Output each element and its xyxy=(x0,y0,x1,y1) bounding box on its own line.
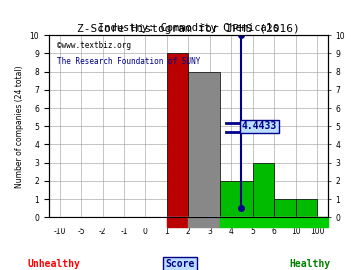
Bar xyxy=(167,53,188,217)
Bar xyxy=(220,217,328,227)
Title: Z-Score Histogram for IPHS (2016): Z-Score Histogram for IPHS (2016) xyxy=(77,24,300,34)
Text: Industry: Commodity Chemicals: Industry: Commodity Chemicals xyxy=(98,23,279,33)
Bar xyxy=(274,199,296,217)
Bar xyxy=(220,181,253,217)
Text: The Research Foundation of SUNY: The Research Foundation of SUNY xyxy=(57,57,201,66)
Bar xyxy=(188,72,220,217)
Text: Score: Score xyxy=(165,259,195,269)
Text: ©www.textbiz.org: ©www.textbiz.org xyxy=(57,41,131,50)
Bar xyxy=(167,217,188,227)
Bar xyxy=(188,217,220,227)
Bar xyxy=(49,217,328,227)
Text: 4.4433: 4.4433 xyxy=(242,121,277,131)
Bar xyxy=(253,163,274,217)
Text: Healthy: Healthy xyxy=(289,259,330,269)
Bar xyxy=(296,199,317,217)
Y-axis label: Number of companies (24 total): Number of companies (24 total) xyxy=(15,65,24,188)
Text: Unhealthy: Unhealthy xyxy=(28,259,80,269)
